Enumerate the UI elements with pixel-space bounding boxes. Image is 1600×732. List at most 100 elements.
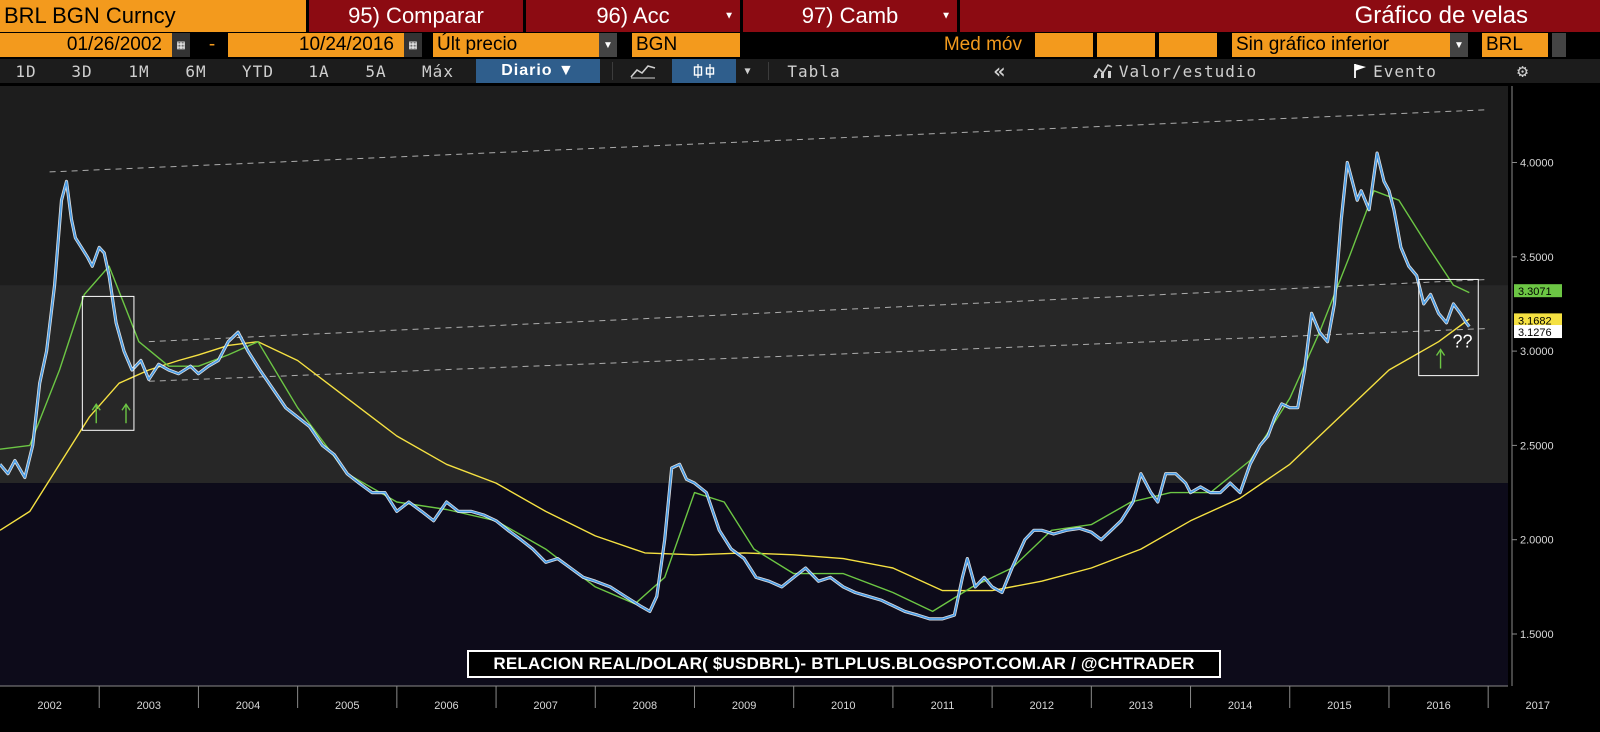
price-series [0, 152, 1470, 620]
x-axis: 2002 2003 2004 2005 2006 2007 2008 2009 2010 2011… [0, 685, 1600, 732]
value-study-button[interactable]: Valor/estudio [1080, 59, 1270, 83]
period-5a[interactable]: 5A [365, 61, 387, 81]
price-field-select[interactable]: Últ precio ▼ [433, 33, 617, 57]
actions-menu[interactable]: 96) Acc ▼ [526, 0, 740, 32]
calendar-icon[interactable]: ▦ [404, 33, 422, 57]
period-6m[interactable]: 6M [185, 61, 207, 81]
ma-period-2[interactable] [1097, 33, 1155, 57]
ma-period-1[interactable] [1035, 33, 1093, 57]
x-tick-label: 2008 [633, 700, 657, 712]
y-tick-label: 2.5000 [1520, 440, 1554, 452]
x-tick-label: 2005 [335, 700, 359, 712]
calendar-icon[interactable]: ▦ [172, 33, 190, 57]
toolbar-divider [768, 62, 769, 80]
x-tick-label: 2011 [931, 700, 955, 712]
study-icon [1093, 63, 1113, 79]
x-tick-label: 2003 [137, 700, 161, 712]
last-value-label: 3.1682 [1514, 313, 1562, 327]
chevron-down-icon[interactable]: ▼ [599, 33, 617, 57]
change-menu[interactable]: 97) Camb ▼ [743, 0, 957, 32]
collapse-button[interactable]: « [993, 59, 1007, 83]
gear-icon[interactable]: ⚙ [1517, 60, 1529, 82]
highlight-box [1418, 278, 1479, 377]
header-bar: BRL BGN Curncy 95) Comparar 96) Acc ▼ 97)… [0, 0, 1600, 32]
y-tick-label: 3.5000 [1520, 252, 1554, 264]
chevron-down-icon: ▼ [941, 10, 951, 22]
controls-bar: 01/26/2002 ▦ - 10/24/2016 ▦ Últ precio ▼ BG… [0, 33, 1600, 57]
frequency-select[interactable]: Diario ▼ [476, 59, 600, 83]
moving-avg-label: Med móv [920, 33, 1030, 57]
event-label: Evento [1373, 61, 1437, 81]
period-1m[interactable]: 1M [128, 61, 150, 81]
band-middle [0, 285, 1508, 484]
source-value: BGN [636, 34, 678, 55]
chart-background [0, 86, 1508, 686]
start-date-field[interactable]: 01/26/2002 ▦ [0, 33, 190, 57]
line-chart-icon[interactable] [620, 59, 666, 83]
period-3d[interactable]: 3D [71, 61, 93, 81]
x-tick-label: 2016 [1426, 700, 1450, 712]
y-tick-label: 1.5000 [1520, 629, 1554, 641]
svg-text:3.3071: 3.3071 [1518, 286, 1552, 298]
source-field[interactable]: BGN [632, 33, 740, 57]
chart-series [0, 151, 1471, 621]
x-tick-label: 2013 [1129, 700, 1153, 712]
x-tick-label: 2010 [831, 700, 855, 712]
chevron-down-icon: ▼ [724, 10, 734, 22]
svg-text:3.1276: 3.1276 [1518, 327, 1552, 339]
period-ytd[interactable]: YTD [242, 61, 274, 81]
end-date-value: 10/24/2016 [298, 34, 394, 55]
start-date-value: 01/26/2002 [66, 34, 162, 55]
chart-type-label: Gráfico de velas [1354, 2, 1528, 29]
chart-type-title: Gráfico de velas [960, 0, 1600, 32]
y-tick-label: 2.0000 [1520, 535, 1554, 547]
compare-label: 95) Comparar [348, 3, 484, 28]
period-1a[interactable]: 1A [308, 61, 330, 81]
lower-chart-select[interactable]: Sin gráfico inferior ▼ [1232, 33, 1468, 57]
band-upper [0, 86, 1508, 286]
candlestick-icon[interactable] [672, 59, 736, 83]
trendline [148, 278, 1489, 343]
arrow-up-icon [91, 402, 101, 424]
trendlines [49, 109, 1489, 382]
x-tick-label: 2014 [1228, 700, 1252, 712]
arrow-up-icon [1435, 348, 1446, 369]
compare-button[interactable]: 95) Comparar [309, 0, 523, 32]
change-label: 97) Camb [801, 3, 899, 28]
chevron-down-icon[interactable]: ▼ [744, 65, 752, 77]
scroll-handle[interactable] [1552, 33, 1566, 57]
date-separator: - [200, 33, 224, 57]
period-1d[interactable]: 1D [15, 61, 37, 81]
x-tick-label: 2002 [37, 700, 61, 712]
end-date-field[interactable]: 10/24/2016 ▦ [228, 33, 422, 57]
actions-label: 96) Acc [596, 3, 670, 28]
arrow-up-icon [121, 402, 131, 424]
highlight-box [81, 295, 135, 431]
ma-period-3[interactable] [1159, 33, 1217, 57]
y-axis: 1.5000 2.0000 2.5000 3.0000 3.5000 4.0000 3.30… [1511, 86, 1562, 686]
event-button[interactable]: Evento [1330, 59, 1460, 83]
currency-field[interactable]: BRL [1482, 33, 1548, 57]
trendline [49, 109, 1489, 173]
last-value-label: 3.1276 [1514, 325, 1562, 339]
currency-value: BRL [1486, 34, 1523, 55]
period-max[interactable]: Máx [422, 61, 454, 81]
lower-chart-value: Sin gráfico inferior [1236, 34, 1390, 55]
value-study-label: Valor/estudio [1118, 61, 1258, 81]
chevron-down-icon[interactable]: ▼ [1450, 33, 1468, 57]
x-tick-label: 2009 [732, 700, 756, 712]
trendline [148, 327, 1489, 382]
table-button[interactable]: Tabla [787, 61, 841, 81]
ticker-label: BRL BGN Curncy [4, 3, 176, 28]
ticker-field[interactable]: BRL BGN Curncy [0, 0, 306, 32]
y-tick-label: 3.0000 [1520, 346, 1554, 358]
price-field-value: Últ precio [437, 34, 518, 55]
ma-long-series [0, 318, 1470, 592]
ma-short-series [0, 190, 1470, 613]
y-tick-label: 4.0000 [1520, 158, 1554, 170]
price-chart: 1.5000 2.0000 2.5000 3.0000 3.5000 4.0000 3.30… [0, 86, 1600, 732]
svg-text:3.1682: 3.1682 [1518, 315, 1552, 327]
last-value-label: 3.3071 [1514, 284, 1562, 298]
highlight-boxes [81, 278, 1479, 431]
toolbar-divider [612, 62, 613, 80]
